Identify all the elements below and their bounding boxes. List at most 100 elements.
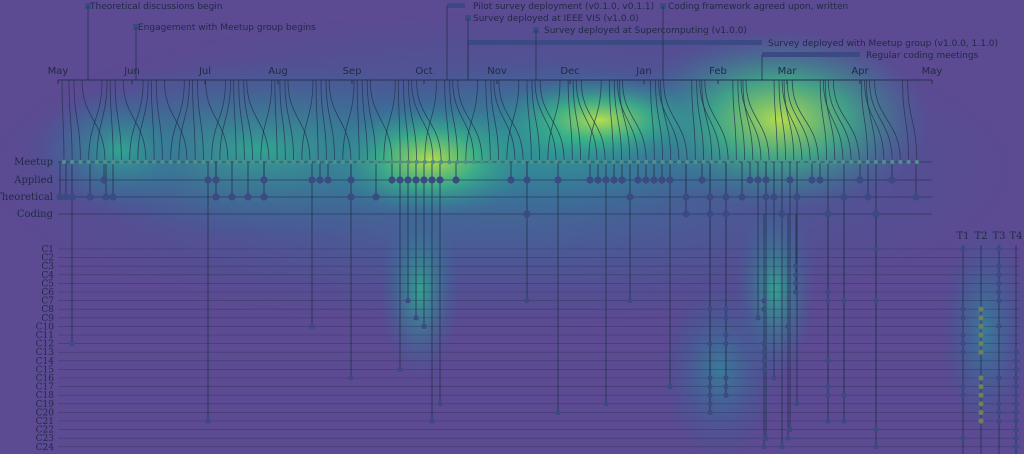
code-dot xyxy=(761,349,767,355)
entry-curve xyxy=(279,79,286,163)
code-label: C23 xyxy=(36,434,55,444)
code-dot xyxy=(69,341,75,347)
entry-curve xyxy=(699,79,721,163)
meetup-dot xyxy=(783,159,788,165)
entry-dot xyxy=(507,176,515,184)
event-label: Survey deployed at Supercomputing (v1.0.… xyxy=(544,26,747,36)
entry-curve xyxy=(567,79,573,163)
entry-dot xyxy=(396,176,404,184)
entry-dot xyxy=(626,193,634,201)
code-dot xyxy=(761,341,767,347)
entry-curve xyxy=(531,79,540,163)
meetup-dot xyxy=(594,159,600,165)
meetup-dot xyxy=(217,159,222,165)
code-label: C14 xyxy=(36,357,55,367)
theme-dot xyxy=(996,323,1002,329)
code-dot xyxy=(348,375,354,381)
meetup-dot xyxy=(701,159,706,165)
entry-curve xyxy=(783,79,795,163)
theme-dot xyxy=(1013,358,1019,364)
entry-curve xyxy=(356,79,360,163)
theme-dot xyxy=(1013,427,1019,433)
meetup-dot xyxy=(201,159,206,165)
meetup-dot xyxy=(102,159,108,165)
entry-curve xyxy=(534,79,557,163)
month-label: Feb xyxy=(709,66,727,77)
row-labels: Meetup Applied Theoretical Coding C1C2C3C4C5… xyxy=(0,157,54,453)
entry-dot xyxy=(602,176,610,184)
entry-dot xyxy=(786,176,794,184)
entry-dot xyxy=(778,210,786,218)
entry-curve xyxy=(416,79,442,163)
theme-label: T4 xyxy=(1009,231,1022,242)
code-label: C5 xyxy=(41,279,54,289)
event-label: Survey deployed at IEEE VIS (v1.0.0) xyxy=(473,14,639,24)
code-label: C11 xyxy=(36,331,54,341)
entry-curve xyxy=(315,79,319,163)
theme-dot xyxy=(978,401,984,407)
entry-dot xyxy=(762,176,770,184)
code-dot xyxy=(707,409,713,415)
code-dot xyxy=(667,384,673,390)
meetup-dot xyxy=(865,159,870,165)
entry-curve xyxy=(907,79,918,163)
code-dot xyxy=(707,341,713,347)
entry-curve xyxy=(243,79,253,163)
entry-dot xyxy=(738,193,746,201)
entry-curve xyxy=(397,79,401,163)
theme-dot xyxy=(1013,392,1019,398)
entry-curve xyxy=(465,79,479,163)
entry-curve xyxy=(663,79,688,163)
event-label: Coding framework agreed upon, written xyxy=(668,2,848,12)
theme-dot xyxy=(960,332,966,338)
month-label: Dec xyxy=(560,66,579,77)
entry-dot xyxy=(204,176,212,184)
entry-dot xyxy=(666,176,674,184)
code-label: C4 xyxy=(41,271,54,281)
meetup-dot xyxy=(127,159,132,165)
theme-dot xyxy=(978,409,984,415)
code-dot xyxy=(421,323,427,329)
code-label: C3 xyxy=(41,262,54,272)
meetup-dot xyxy=(70,159,75,165)
entry-dot xyxy=(682,210,690,218)
month-label: Jan xyxy=(635,66,651,77)
meetup-dot xyxy=(275,159,280,165)
meetup-dot xyxy=(512,159,518,165)
entry-dot xyxy=(722,210,730,218)
month-label: Jun xyxy=(123,66,140,77)
entry-dot xyxy=(856,176,864,184)
theme-columns: T1 T2 T3 T4 xyxy=(956,231,1023,454)
meetup-dot xyxy=(439,159,444,165)
entry-curve xyxy=(164,79,188,163)
meetup-dot xyxy=(668,159,673,165)
theme-dot xyxy=(996,418,1002,424)
meetup-dot xyxy=(152,159,157,165)
meetup-dot xyxy=(578,159,583,165)
code-dot xyxy=(707,401,713,407)
entry-dot xyxy=(212,176,220,184)
theme-dot xyxy=(1013,366,1019,372)
theme-dot xyxy=(978,349,984,355)
entry-curve xyxy=(618,79,631,163)
entry-curve xyxy=(861,79,868,163)
theme-dot xyxy=(1013,349,1019,355)
theme-dot xyxy=(996,289,1002,295)
theme-dot xyxy=(1013,409,1019,415)
meetup-dot xyxy=(808,159,813,165)
entry-curve xyxy=(613,79,622,163)
meetup-dot xyxy=(890,159,895,165)
entry-curve xyxy=(233,79,237,163)
month-label: Apr xyxy=(851,66,869,77)
entry-curve xyxy=(617,79,639,163)
meetup-dot xyxy=(767,159,772,165)
meetup-dot xyxy=(635,159,641,165)
meetup-dot xyxy=(447,159,452,165)
code-dot xyxy=(763,435,769,441)
entry-curve xyxy=(325,79,335,163)
month-label: Aug xyxy=(268,66,288,77)
meetup-dot xyxy=(652,159,657,165)
code-dot xyxy=(723,332,729,338)
